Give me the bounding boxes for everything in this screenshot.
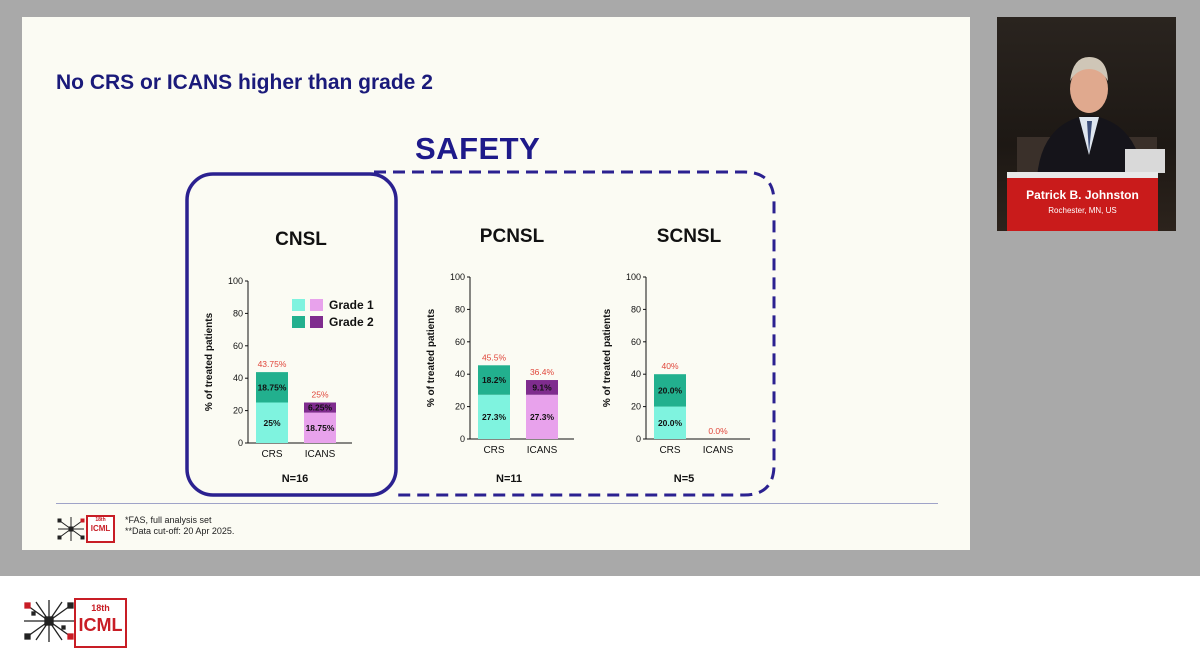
y-tick-label: 80 bbox=[233, 308, 243, 318]
footer-divider bbox=[56, 503, 938, 504]
data-label-crs-grade1: 25% bbox=[263, 418, 280, 428]
y-tick-label: 100 bbox=[450, 272, 465, 282]
legend-label-grade2: Grade 2 bbox=[329, 314, 374, 329]
bottom-band bbox=[0, 576, 1200, 664]
panel-frames bbox=[185, 170, 776, 497]
speaker-silhouette bbox=[1017, 57, 1165, 177]
data-label-icans-grade1: 18.75% bbox=[306, 423, 335, 433]
conference-logo-small: 18th ICML bbox=[56, 515, 116, 548]
y-tick-label: 40 bbox=[455, 369, 465, 379]
y-tick-label: 60 bbox=[455, 337, 465, 347]
legend-swatch-crs-grade1 bbox=[292, 298, 305, 311]
slide: No CRS or ICANS higher than grade 2 SAFE… bbox=[22, 17, 970, 550]
y-tick-label: 40 bbox=[233, 373, 243, 383]
logo-acronym: ICML bbox=[78, 615, 123, 635]
speaker-video: Patrick B. Johnston Rochester, MN, US bbox=[997, 17, 1176, 231]
total-label-icans: 0.0% bbox=[708, 426, 728, 436]
footnote-cutoff: **Data cut-off: 20 Apr 2025. bbox=[125, 526, 235, 536]
y-tick-label: 60 bbox=[233, 341, 243, 351]
speaker-podium: Patrick B. Johnston Rochester, MN, US bbox=[1007, 172, 1158, 231]
conference-logo: 18th ICML bbox=[22, 598, 127, 649]
y-tick-label: 100 bbox=[626, 272, 641, 282]
speaker-location: Rochester, MN, US bbox=[1048, 206, 1117, 215]
legend-swatch-crs-grade2 bbox=[292, 315, 305, 328]
total-label-crs: 43.75% bbox=[258, 359, 287, 369]
y-tick-label: 80 bbox=[455, 304, 465, 314]
network-logo-icon bbox=[57, 517, 85, 541]
y-tick-label: 80 bbox=[631, 304, 641, 314]
x-tick-label-icans: ICANS bbox=[305, 449, 336, 457]
data-label-crs-grade1: 27.3% bbox=[482, 412, 507, 422]
data-label-icans-grade1: 27.3% bbox=[530, 412, 555, 422]
y-axis-label: % of treated patients bbox=[204, 312, 215, 411]
legend-item-grade2: Grade 2 bbox=[292, 313, 374, 330]
footnotes: *FAS, full analysis set **Data cut-off: … bbox=[125, 515, 234, 537]
data-label-crs-grade2: 18.75% bbox=[258, 382, 287, 392]
total-label-icans: 25% bbox=[311, 390, 328, 400]
bar-icans-grade1 bbox=[304, 412, 336, 443]
bar-crs-grade1 bbox=[478, 394, 510, 439]
x-tick-label-icans: ICANS bbox=[703, 445, 734, 453]
bar-crs-grade1 bbox=[654, 406, 686, 439]
panel-title-cnsl: CNSL bbox=[275, 229, 327, 250]
total-label-crs: 45.5% bbox=[482, 352, 507, 362]
bar-icans-grade2 bbox=[526, 380, 558, 395]
speaker-name: Patrick B. Johnston bbox=[1026, 188, 1139, 202]
network-logo-icon-large bbox=[24, 600, 74, 642]
bar-icans-grade2 bbox=[304, 402, 336, 413]
legend-swatch-icans-grade2 bbox=[310, 315, 323, 328]
logo-badge: 18th ICML bbox=[74, 598, 127, 648]
logo-badge-small: 18th ICML bbox=[86, 515, 115, 543]
legend-item-grade1: Grade 1 bbox=[292, 296, 374, 313]
data-label-crs-grade1: 20.0% bbox=[658, 418, 683, 428]
bar-crs-grade2 bbox=[654, 374, 686, 407]
x-tick-label-crs: CRS bbox=[659, 445, 680, 453]
y-tick-label: 20 bbox=[631, 402, 641, 412]
panel-title-pcnsl: PCNSL bbox=[479, 226, 545, 247]
bar-crs-grade1 bbox=[256, 402, 288, 443]
total-label-icans: 36.4% bbox=[530, 367, 555, 377]
y-tick-label: 100 bbox=[228, 276, 243, 286]
slide-title: No CRS or ICANS higher than grade 2 bbox=[56, 71, 433, 94]
legend: Grade 1 Grade 2 bbox=[292, 296, 374, 330]
x-tick-label-crs: CRS bbox=[261, 449, 282, 457]
n-label-scnsl: N=5 bbox=[673, 473, 695, 485]
y-tick-label: 0 bbox=[238, 438, 243, 448]
x-tick-label-icans: ICANS bbox=[527, 445, 558, 453]
x-tick-label-crs: CRS bbox=[483, 445, 504, 453]
y-tick-label: 0 bbox=[636, 434, 641, 444]
chart-scnsl: % of treated patients 0 20 40 60 80 100 20.0% 20… bbox=[602, 272, 750, 453]
section-label: SAFETY bbox=[415, 131, 541, 166]
data-label-icans-grade2: 6.25% bbox=[308, 403, 333, 413]
panel-title-scnsl: SCNSL bbox=[656, 226, 722, 247]
y-tick-label: 60 bbox=[631, 337, 641, 347]
n-label-pcnsl: N=11 bbox=[496, 473, 522, 485]
data-label-icans-grade2: 9.1% bbox=[532, 382, 552, 392]
bar-icans-grade1 bbox=[526, 394, 558, 439]
legend-swatch-icans-grade1 bbox=[310, 298, 323, 311]
y-axis-label: % of treated patients bbox=[426, 308, 437, 407]
cnsl-highlight-frame bbox=[185, 172, 398, 497]
total-label-crs: 40% bbox=[661, 361, 678, 371]
y-tick-label: 40 bbox=[631, 369, 641, 379]
y-axis-label: % of treated patients bbox=[602, 308, 613, 407]
logo-edition: 18th bbox=[91, 603, 110, 613]
bar-crs-grade2 bbox=[478, 365, 510, 395]
chart-cnsl: % of treated patients 0 20 40 60 80 100 25% 18.7… bbox=[204, 276, 352, 457]
bar-crs-grade2 bbox=[256, 372, 288, 403]
dashed-group-frame bbox=[374, 170, 776, 497]
legend-label-grade1: Grade 1 bbox=[329, 297, 374, 312]
logo-acronym-small: ICML bbox=[90, 524, 111, 533]
data-label-crs-grade2: 18.2% bbox=[482, 375, 507, 385]
n-label-cnsl: N=16 bbox=[281, 473, 309, 485]
y-tick-label: 0 bbox=[460, 434, 465, 444]
data-label-crs-grade2: 20.0% bbox=[658, 385, 683, 395]
y-tick-label: 20 bbox=[233, 406, 243, 416]
logo-edition-small: 18th bbox=[95, 517, 106, 523]
y-tick-label: 20 bbox=[455, 402, 465, 412]
footnote-fas: *FAS, full analysis set bbox=[125, 515, 212, 525]
chart-pcnsl: % of treated patients 0 20 40 60 80 100 27.3% 18… bbox=[426, 272, 574, 453]
